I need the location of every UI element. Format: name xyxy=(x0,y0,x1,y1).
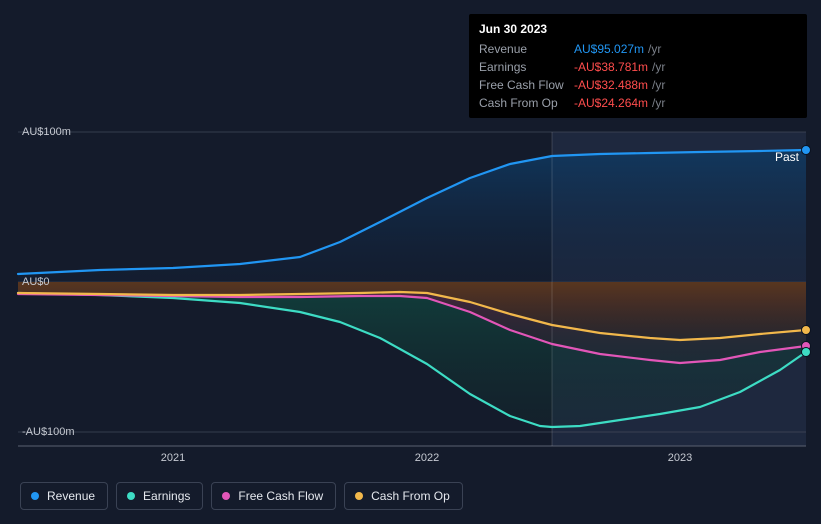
tooltip-row-value: -AU$24.264m xyxy=(574,96,648,110)
tooltip-row-label: Earnings xyxy=(479,60,574,74)
legend-dot xyxy=(127,492,135,500)
y-axis-tick: AU$100m xyxy=(22,126,71,138)
tooltip-row-value: -AU$32.488m xyxy=(574,78,648,92)
past-label: Past xyxy=(775,150,799,164)
tooltip-row-label: Free Cash Flow xyxy=(479,78,574,92)
tooltip-row: Earnings-AU$38.781m/yr xyxy=(479,58,797,76)
legend-dot xyxy=(31,492,39,500)
legend-item-free-cash-flow[interactable]: Free Cash Flow xyxy=(211,482,336,510)
x-axis-tick: 2021 xyxy=(161,452,185,464)
legend-label: Earnings xyxy=(143,489,190,503)
tooltip-row-label: Revenue xyxy=(479,42,574,56)
tooltip-row-suffix: /yr xyxy=(652,96,665,110)
legend-label: Cash From Op xyxy=(371,489,450,503)
tooltip-row: Cash From Op-AU$24.264m/yr xyxy=(479,94,797,112)
legend-item-revenue[interactable]: Revenue xyxy=(20,482,108,510)
tooltip-row-value: -AU$38.781m xyxy=(574,60,648,74)
legend-item-cash-from-op[interactable]: Cash From Op xyxy=(344,482,463,510)
chart-tooltip: Jun 30 2023 RevenueAU$95.027m/yrEarnings… xyxy=(469,14,807,118)
chart-legend: Revenue Earnings Free Cash Flow Cash From O… xyxy=(20,482,463,510)
tooltip-row-suffix: /yr xyxy=(648,42,661,56)
x-axis-tick: 2023 xyxy=(668,452,692,464)
x-axis-tick: 2022 xyxy=(415,452,439,464)
tooltip-row-label: Cash From Op xyxy=(479,96,574,110)
legend-label: Free Cash Flow xyxy=(238,489,323,503)
financials-chart: Jun 30 2023 RevenueAU$95.027m/yrEarnings… xyxy=(0,0,821,524)
tooltip-title: Jun 30 2023 xyxy=(479,22,797,36)
tooltip-rows: RevenueAU$95.027m/yrEarnings-AU$38.781m/… xyxy=(479,40,797,112)
y-axis-tick: AU$0 xyxy=(22,276,50,288)
y-axis-tick: -AU$100m xyxy=(22,426,75,438)
tooltip-row-value: AU$95.027m xyxy=(574,42,644,56)
tooltip-row: Free Cash Flow-AU$32.488m/yr xyxy=(479,76,797,94)
legend-label: Revenue xyxy=(47,489,95,503)
tooltip-row: RevenueAU$95.027m/yr xyxy=(479,40,797,58)
legend-dot xyxy=(355,492,363,500)
legend-dot xyxy=(222,492,230,500)
tooltip-row-suffix: /yr xyxy=(652,60,665,74)
legend-item-earnings[interactable]: Earnings xyxy=(116,482,203,510)
tooltip-row-suffix: /yr xyxy=(652,78,665,92)
